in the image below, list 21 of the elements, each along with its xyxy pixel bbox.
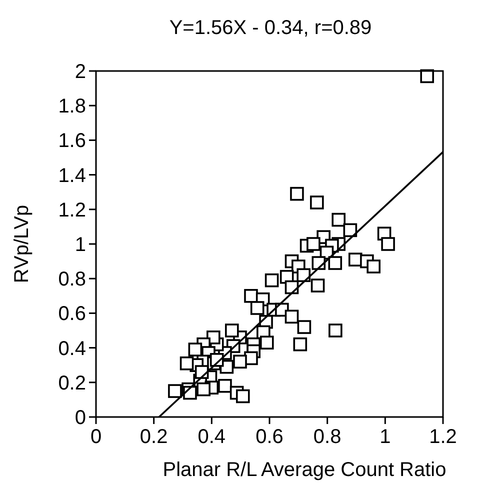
x-tick-label: 0.2 [140, 426, 168, 448]
y-tick-label: 0.8 [58, 268, 86, 291]
x-tick-label: 0.4 [198, 426, 226, 448]
chart-title: Y=1.56X - 0.34, r=0.89 [169, 17, 372, 39]
x-axis-title: Planar R/L Average Count Ratio [162, 459, 446, 481]
y-tick-label: 0.6 [58, 303, 86, 326]
y-axis-title: RVp/LVp [11, 204, 33, 284]
y-tick-label: 1.6 [58, 130, 86, 152]
x-tick-label: 0.6 [256, 426, 284, 448]
y-tick-label: 0 [74, 407, 86, 429]
y-tick-label: 1.8 [58, 96, 86, 118]
y-tick-label: 1.4 [58, 164, 86, 187]
x-tick-label: 1 [380, 426, 391, 448]
y-tick-label: 1 [74, 234, 86, 256]
x-tick-label: 1.2 [429, 426, 457, 448]
x-tick-label: 0.8 [313, 426, 342, 448]
x-tick-label: 0 [90, 426, 102, 448]
y-tick-label: 0.4 [58, 338, 86, 360]
y-tick-label: 0.2 [58, 372, 86, 394]
y-tick-label: 2 [74, 61, 86, 83]
y-tick-label: 1.2 [58, 199, 86, 222]
